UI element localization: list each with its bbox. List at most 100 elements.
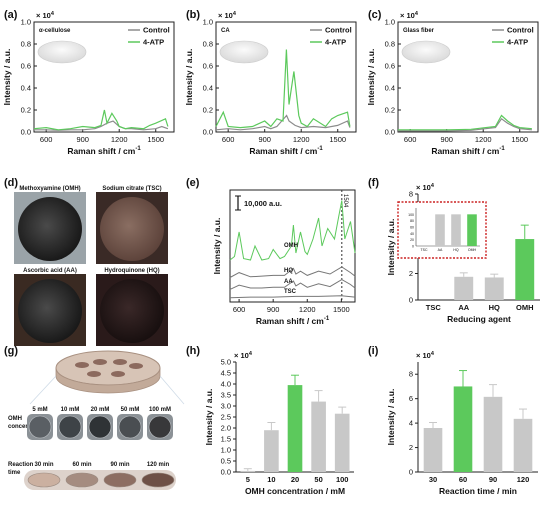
conc-label: 20 mM [91,407,110,413]
inset-paper [37,40,87,64]
bar [311,401,326,472]
y-tick-label: 0.0 [385,128,395,137]
bar [454,276,474,300]
x-tick-label: 5 [246,475,250,484]
row-title-concentration-l1: OMH [8,416,22,422]
y-tick-label: 0.0 [21,128,31,137]
y-axis-title: Intensity / a.u. [386,219,396,276]
panel-label-f: (f) [368,177,379,189]
inset-x-tick-label: HQ [453,248,459,252]
photo-omh-disc [18,197,82,261]
bar [287,385,303,472]
bar [334,413,350,472]
photo-omh-caption: Methoxyamine (OMH) [19,186,80,192]
y-tick-label: 0 [409,296,413,305]
panel-d-photos: Methoxyamine (OMH) Sodium citrate (TSC) … [14,186,168,346]
chart-a: 0.0 0.2 0.4 0.6 0.8 1.0 600 900 1200 1500 × 104 α-c… [2,11,175,156]
panel-label-a: (a) [4,9,18,21]
y-tick-label: 4 [409,419,413,428]
y-multiplier: × 104 [416,183,435,192]
y-tick-label: 0.4 [203,84,213,93]
y-tick-label: 0.2 [385,106,395,115]
inset-x-tick-label: AA [438,248,443,252]
x-tick-label: 100 [336,475,349,484]
y-multiplier-exp: 4 [233,11,237,17]
scale-bar-label: 10,000 a.u. [244,199,282,208]
conc-disc [28,415,52,439]
chart-e: 600 900 1200 1500 1504 10,000 a.u. OMH HQ AA TSC R… [212,189,356,326]
y-tick-label: 0.5 [221,457,231,466]
x-tick-label: 900 [440,135,453,144]
time-wells: 30 min 60 min 90 min 120 min [24,462,176,490]
y-tick-label: 6 [409,394,413,403]
x-axis-title: OMH concentration / mM [245,486,345,496]
row-title-time-l2: time [8,470,21,476]
y-tick-label: 4.5 [221,369,231,378]
photo-aa-disc [18,279,82,343]
series-label-aa: AA [284,279,293,285]
bar [483,396,503,472]
plot-frame [397,21,539,133]
panel-label-c: (c) [368,9,382,21]
plate-well-2 [93,359,107,365]
x-axis-title: Reaction time / min [439,486,517,496]
y-tick-label: 2.0 [221,424,231,433]
y-multiplier-exp: 4 [431,351,435,357]
time-label: 60 min [72,462,91,468]
y-tick-label: 1.0 [221,446,231,455]
y-tick-label: 1.0 [203,18,213,27]
legend-label-control: Control [325,26,352,35]
inset-y-tick-label: 0 [412,245,414,249]
x-tick-label: 900 [258,135,271,144]
x-tick-label: 1200 [475,135,492,144]
y-multiplier-exp: 4 [51,11,55,17]
x-tick-label: 1500 [329,135,346,144]
panel-label-h: (h) [186,345,200,357]
series-line-atp [398,114,532,131]
series-line-tsc [229,295,356,299]
y-tick-label: 1.5 [221,435,231,444]
inset-y-tick-label: 20 [410,238,414,242]
x-tick-label: 600 [404,135,417,144]
chart-c: 0.0 0.2 0.4 0.6 0.8 1.0 600 900 1200 1500 × 104 Gla… [366,11,539,156]
conc-label: 100 mM [149,407,171,413]
y-tick-label: 0.4 [21,84,31,93]
x-axis-title: Raman shift / cm-1 [67,146,141,156]
x-axis-title-sup: -1 [135,146,141,152]
y-multiplier-exp: 4 [249,351,253,357]
y-tick-label: 1.0 [21,18,31,27]
inset-y-tick-label: 60 [410,226,414,230]
x-axis-title: Reducing agent [447,314,511,324]
legend-label-atp: 4-ATP [143,38,164,47]
x-tick-label: 10 [267,475,275,484]
y-tick-label: 0.4 [385,84,395,93]
x-axis-title-sup: -1 [499,146,505,152]
x-tick-label: 60 [459,475,467,484]
photo-hq-caption: Hydroquinone (HQ) [104,268,159,274]
plot-frame [215,21,357,133]
y-axis-title: Intensity / a.u. [184,49,194,106]
x-axis-title: Raman shift / cm-1 [256,316,330,326]
photo-hq-disc [100,279,164,343]
y-tick-label: 0.0 [221,468,231,477]
time-plate [24,470,176,490]
plate-well-3 [113,359,127,365]
panel-label-g: (g) [4,345,18,357]
y-tick-label: 2 [409,443,413,452]
y-tick-label: 8 [409,190,413,199]
time-label: 120 min [147,462,170,468]
row-title-time-l1: Reaction [8,462,34,468]
y-tick-label: 0.6 [385,62,395,71]
inset-label: Glass fiber [403,28,435,34]
y-tick-label: 0.8 [385,40,395,49]
x-tick-label: 600 [233,305,246,314]
x-tick-label: 900 [76,135,89,144]
y-tick-label: 0.2 [203,106,213,115]
y-tick-label: 0.2 [21,106,31,115]
plot-frame [33,21,175,133]
inset-y-tick-label: 40 [410,232,414,236]
time-well [65,472,99,488]
plate-guide-left [29,375,57,405]
